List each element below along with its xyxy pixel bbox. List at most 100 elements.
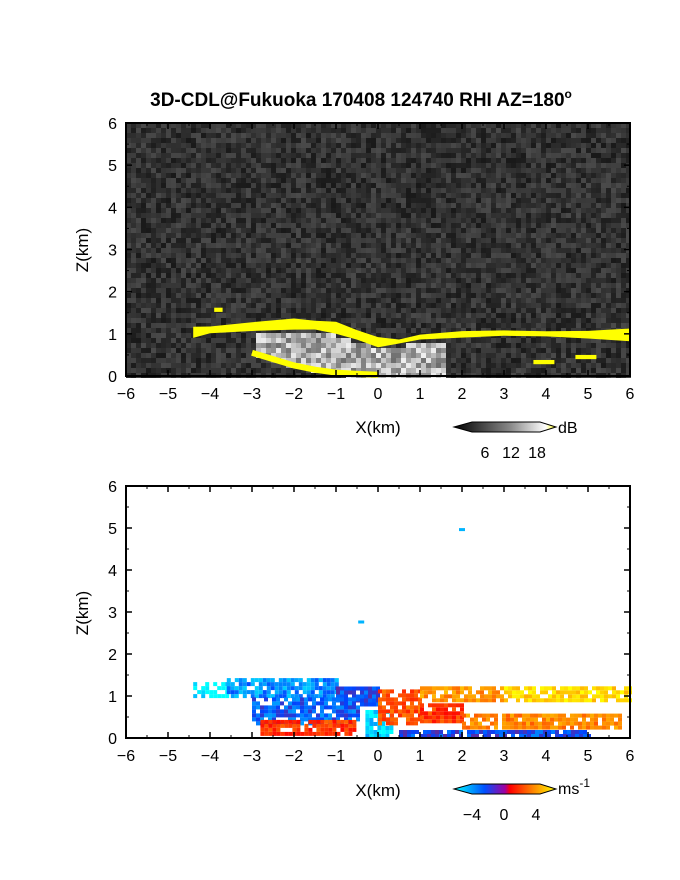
noise-cell	[456, 278, 461, 283]
noise-cell	[536, 213, 541, 218]
noise-cell	[261, 358, 266, 363]
noise-cell	[406, 158, 411, 163]
noise-cell	[626, 343, 631, 348]
noise-cell	[411, 218, 416, 223]
noise-cell	[301, 268, 306, 273]
noise-cell	[126, 348, 131, 353]
noise-cell	[526, 308, 531, 313]
noise-cell	[381, 248, 386, 253]
noise-cell	[161, 303, 166, 308]
noise-cell	[451, 358, 456, 363]
noise-cell	[611, 208, 616, 213]
noise-cell	[306, 173, 311, 178]
noise-cell	[461, 318, 466, 323]
noise-cell	[521, 123, 526, 128]
noise-cell	[401, 253, 406, 258]
noise-cell	[271, 153, 276, 158]
noise-cell	[411, 133, 416, 138]
noise-cell	[416, 178, 421, 183]
noise-cell	[371, 243, 376, 248]
noise-cell	[481, 353, 486, 358]
noise-cell	[151, 168, 156, 173]
noise-cell	[521, 308, 526, 313]
noise-cell	[441, 193, 446, 198]
noise-cell	[486, 163, 491, 168]
noise-cell	[496, 203, 501, 208]
noise-cell	[391, 233, 396, 238]
noise-cell	[546, 318, 551, 323]
noise-cell	[581, 278, 586, 283]
noise-cell	[246, 128, 251, 133]
noise-cell	[281, 218, 286, 223]
noise-cell	[591, 263, 596, 268]
noise-cell	[386, 173, 391, 178]
noise-cell	[331, 233, 336, 238]
noise-cell	[161, 328, 166, 333]
noise-cell	[556, 323, 561, 328]
noise-cell	[416, 293, 421, 298]
noise-cell	[276, 143, 281, 148]
noise-cell	[156, 133, 161, 138]
noise-cell	[491, 143, 496, 148]
noise-cell	[186, 273, 191, 278]
noise-cell	[351, 233, 356, 238]
noise-cell	[431, 123, 436, 128]
noise-cell	[376, 178, 381, 183]
noise-cell	[176, 308, 181, 313]
noise-cell	[541, 238, 546, 243]
noise-cell	[181, 273, 186, 278]
noise-cell	[451, 183, 456, 188]
noise-cell	[331, 153, 336, 158]
noise-cell	[296, 313, 301, 318]
noise-cell	[526, 253, 531, 258]
noise-cell	[311, 173, 316, 178]
noise-cell	[441, 278, 446, 283]
noise-cell	[536, 328, 541, 333]
noise-cell	[291, 233, 296, 238]
noise-cell	[551, 343, 556, 348]
noise-cell	[176, 148, 181, 153]
noise-cell	[166, 258, 171, 263]
noise-cell	[206, 253, 211, 258]
noise-cell	[436, 278, 441, 283]
noise-cell	[506, 198, 511, 203]
noise-cell	[171, 153, 176, 158]
noise-cell	[136, 178, 141, 183]
noise-cell	[351, 123, 356, 128]
noise-cell	[151, 218, 156, 223]
noise-cell	[176, 193, 181, 198]
noise-cell	[406, 273, 411, 278]
noise-cell	[251, 238, 256, 243]
noise-cell	[141, 253, 146, 258]
noise-cell	[281, 133, 286, 138]
noise-cell	[476, 133, 481, 138]
noise-cell	[501, 223, 506, 228]
noise-cell	[126, 213, 131, 218]
noise-cell	[191, 198, 196, 203]
noise-cell	[496, 208, 501, 213]
noise-cell	[211, 263, 216, 268]
noise-cell	[136, 358, 141, 363]
noise-cell	[461, 238, 466, 243]
noise-cell	[511, 353, 516, 358]
noise-cell	[491, 353, 496, 358]
noise-cell	[446, 153, 451, 158]
noise-cell	[191, 213, 196, 218]
noise-cell	[426, 173, 431, 178]
noise-cell	[366, 223, 371, 228]
noise-cell	[471, 188, 476, 193]
noise-cell	[276, 303, 281, 308]
noise-cell	[571, 173, 576, 178]
noise-cell	[221, 253, 226, 258]
noise-cell	[446, 308, 451, 313]
noise-cell	[531, 253, 536, 258]
noise-cell	[601, 263, 606, 268]
noise-cell	[256, 308, 261, 313]
noise-cell	[566, 128, 571, 133]
noise-cell	[506, 318, 511, 323]
noise-cell	[436, 303, 441, 308]
noise-cell	[151, 238, 156, 243]
noise-cell	[401, 178, 406, 183]
noise-cell	[256, 218, 261, 223]
noise-cell	[546, 263, 551, 268]
